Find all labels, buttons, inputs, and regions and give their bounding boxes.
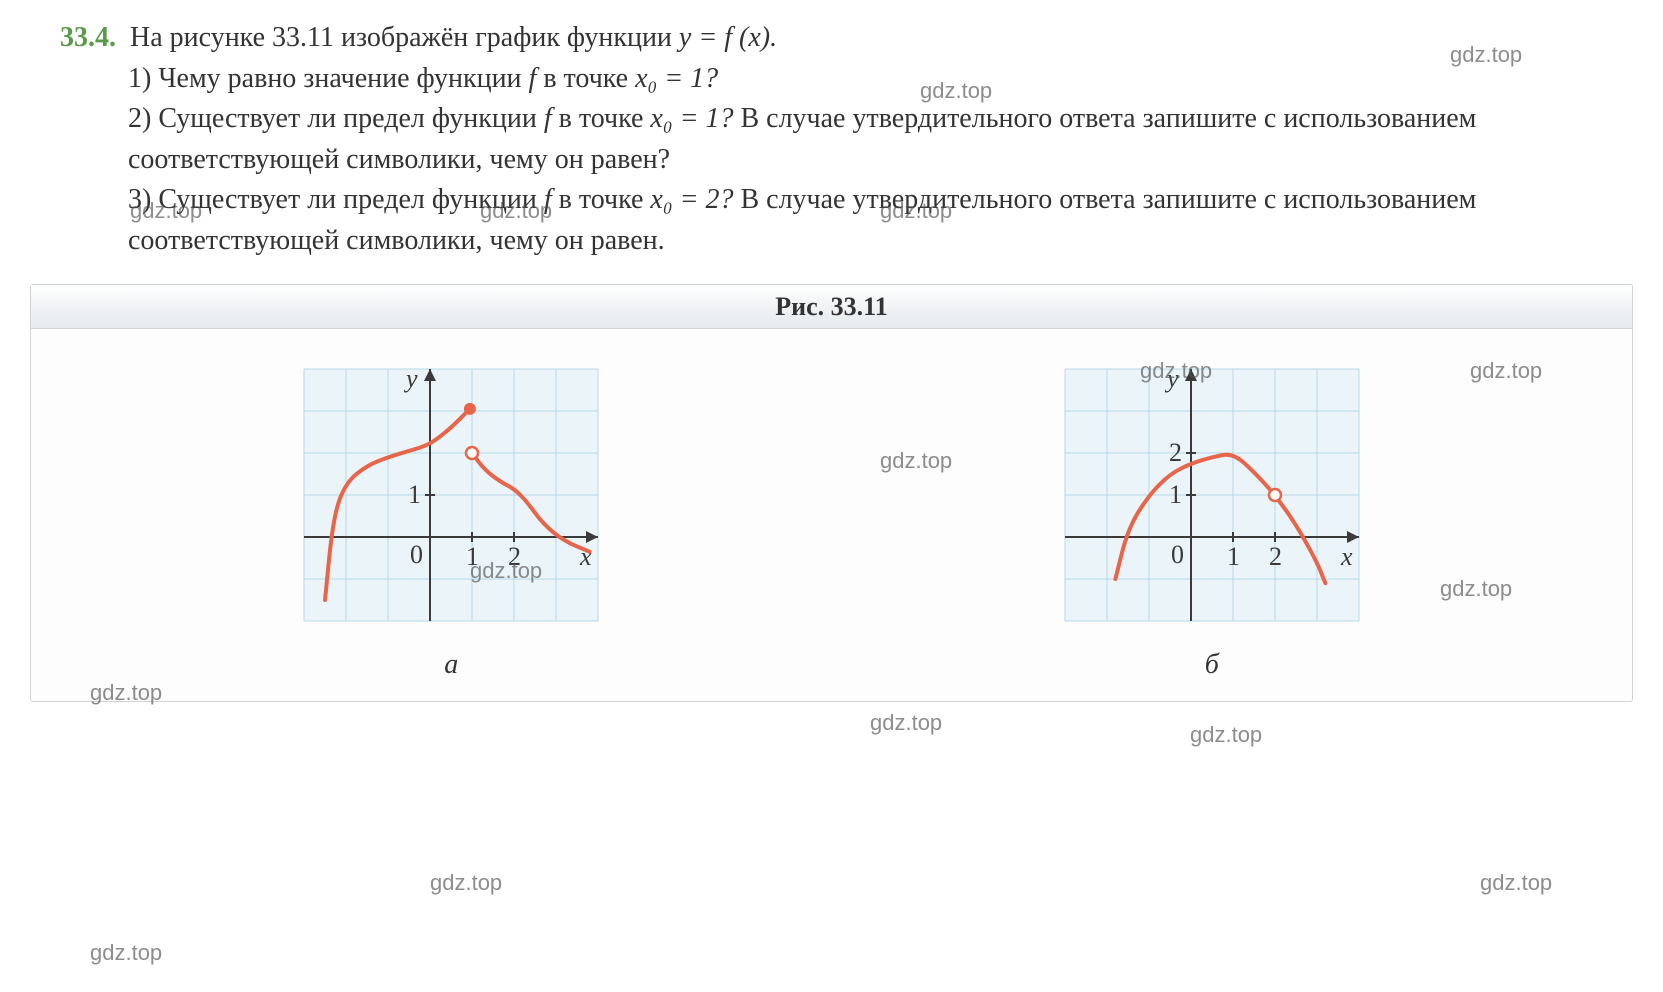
svg-text:2: 2 <box>1169 438 1182 467</box>
problem-block: 33.4. На рисунке 33.11 изображён график … <box>0 0 1663 262</box>
svg-text:y: y <box>403 364 418 393</box>
svg-text:2: 2 <box>508 542 521 571</box>
question-2: 2) Существует ли предел функции f в точк… <box>128 99 1603 180</box>
watermark: gdz.top <box>1190 722 1262 748</box>
svg-text:1: 1 <box>1227 542 1240 571</box>
svg-text:1: 1 <box>408 480 421 509</box>
watermark: gdz.top <box>870 710 942 736</box>
svg-text:1: 1 <box>466 542 479 571</box>
chart-b-label: б <box>1055 649 1369 681</box>
problem-intro: 33.4. На рисунке 33.11 изображён график … <box>120 18 1603 59</box>
figure-box: Рис. 33.11 yx0121 а yx01212 б <box>30 284 1633 702</box>
watermark: gdz.top <box>1480 870 1552 896</box>
watermark: gdz.top <box>90 940 162 966</box>
watermark: gdz.top <box>430 870 502 896</box>
svg-text:2: 2 <box>1269 542 1282 571</box>
figure-body: yx0121 а yx01212 б <box>31 329 1632 701</box>
chart-b: yx01212 <box>1055 359 1369 631</box>
svg-text:0: 0 <box>1171 540 1184 569</box>
svg-text:x: x <box>1340 542 1353 571</box>
figure-title: Рис. 33.11 <box>31 285 1632 329</box>
problem-number: 33.4. <box>60 22 116 53</box>
chart-b-wrap: yx01212 б <box>1055 359 1369 681</box>
question-1: 1) Чему равно значение функции f в точке… <box>128 59 1603 100</box>
chart-a-label: а <box>294 649 608 681</box>
chart-a: yx0121 <box>294 359 608 631</box>
svg-text:y: y <box>1164 364 1179 393</box>
svg-text:1: 1 <box>1169 480 1182 509</box>
svg-text:0: 0 <box>410 540 423 569</box>
question-3: 3) Существует ли предел функции f в точк… <box>128 180 1603 261</box>
chart-a-wrap: yx0121 а <box>294 359 608 681</box>
